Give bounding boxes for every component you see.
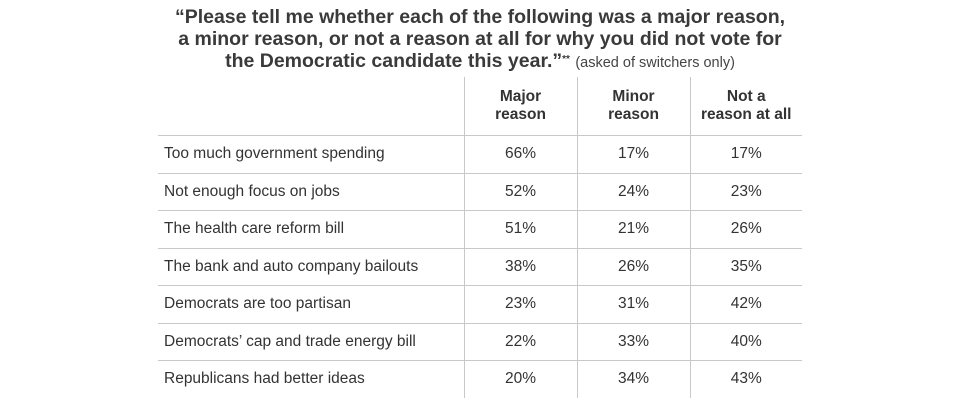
cell-not-a-reason: 23% bbox=[689, 173, 802, 211]
row-label: The health care reform bill bbox=[164, 220, 345, 238]
column-header-not-a-reason: Not a reason at all bbox=[689, 77, 802, 136]
cell-major: 38% bbox=[463, 248, 577, 286]
row-label: Too much government spending bbox=[164, 145, 385, 163]
column-header-major-line-1: Major bbox=[499, 88, 542, 105]
cell-minor: 24% bbox=[576, 173, 690, 211]
column-header-major-line-2: reason bbox=[495, 106, 546, 123]
cell-major: 23% bbox=[463, 285, 577, 323]
title-line-1: “Please tell me whether each of the foll… bbox=[174, 6, 786, 28]
column-header-minor: Minor reason bbox=[576, 77, 690, 136]
title-line-3-text: the Democratic candidate this year.” bbox=[225, 50, 563, 72]
footnote-mark: ** bbox=[562, 54, 570, 65]
cell-not-a-reason: 43% bbox=[689, 360, 802, 398]
column-header-minor-line-1: Minor bbox=[612, 88, 655, 105]
cell-minor: 31% bbox=[576, 285, 690, 323]
cell-not-a-reason: 42% bbox=[689, 285, 802, 323]
table-row: Not enough focus on jobs 52% 24% 23% bbox=[158, 173, 802, 211]
cell-minor: 34% bbox=[576, 360, 690, 398]
table-row: Democrats’ cap and trade energy bill 22% 3… bbox=[158, 323, 802, 361]
cell-minor: 26% bbox=[576, 248, 690, 286]
cell-major: 51% bbox=[463, 210, 577, 248]
table-body: Too much government spending 66% 17% 17% Not… bbox=[158, 135, 802, 398]
cell-major: 20% bbox=[463, 360, 577, 398]
cell-not-a-reason: 40% bbox=[689, 323, 802, 361]
table-row: The bank and auto company bailouts 38% 26%… bbox=[158, 248, 802, 286]
cell-major: 22% bbox=[463, 323, 577, 361]
title-line-2: a minor reason, or not a reason at all f… bbox=[178, 28, 782, 50]
cell-not-a-reason: 26% bbox=[689, 210, 802, 248]
cell-minor: 17% bbox=[576, 135, 690, 173]
results-table: Major reason Minor reason Not a reason at a… bbox=[158, 77, 802, 398]
column-header-not-a-reason-line-2: reason at all bbox=[701, 106, 792, 123]
cell-major: 52% bbox=[463, 173, 577, 211]
row-label: Republicans had better ideas bbox=[164, 370, 365, 388]
table-row: Too much government spending 66% 17% 17% bbox=[158, 135, 802, 173]
title-note: (asked of switchers only) bbox=[575, 55, 735, 71]
cell-not-a-reason: 17% bbox=[689, 135, 802, 173]
column-header-not-a-reason-line-1: Not a bbox=[726, 88, 766, 105]
table-row: Republicans had better ideas 20% 34% 43% bbox=[158, 360, 802, 398]
row-label: The bank and auto company bailouts bbox=[164, 257, 419, 275]
chart-title: “Please tell me whether each of the foll… bbox=[0, 6, 960, 74]
cell-major: 66% bbox=[463, 135, 577, 173]
column-header-minor-line-2: reason bbox=[608, 106, 659, 123]
cell-minor: 21% bbox=[576, 210, 690, 248]
title-line-3: the Democratic candidate this year.”** (… bbox=[0, 50, 960, 74]
row-label: Not enough focus on jobs bbox=[164, 182, 340, 200]
row-label: Democrats’ cap and trade energy bill bbox=[164, 332, 416, 350]
cell-minor: 33% bbox=[576, 323, 690, 361]
cell-not-a-reason: 35% bbox=[689, 248, 802, 286]
header-row: Major reason Minor reason Not a reason at a… bbox=[158, 77, 802, 136]
table-row: The health care reform bill 51% 21% 26% bbox=[158, 210, 802, 248]
header-empty bbox=[158, 77, 464, 136]
table-row: Democrats are too partisan 23% 31% 42% bbox=[158, 285, 802, 323]
row-label: Democrats are too partisan bbox=[164, 295, 351, 313]
column-header-major: Major reason bbox=[463, 77, 577, 136]
